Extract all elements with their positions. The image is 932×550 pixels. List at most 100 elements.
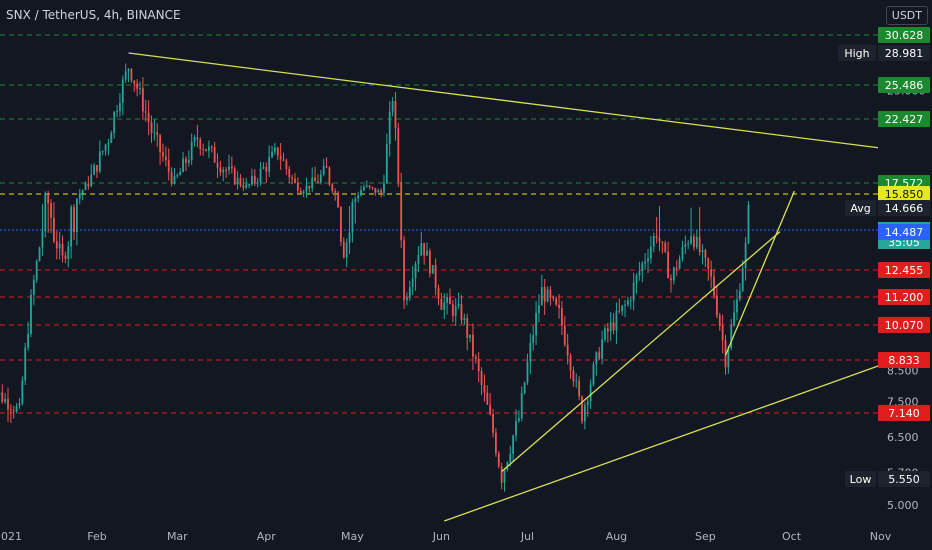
- x-tick-label: Feb: [87, 530, 106, 543]
- candle-body: [388, 111, 391, 144]
- candle-body: [586, 401, 589, 406]
- trendline: [501, 231, 781, 472]
- candle-body: [601, 339, 603, 359]
- candle-body: [664, 242, 667, 252]
- price-axis: 5.0005.7006.5007.5008.50022.50025.00030.…: [838, 0, 932, 550]
- candle-body: [543, 286, 546, 302]
- candle-body: [119, 103, 121, 112]
- candle-body: [319, 174, 322, 183]
- candle-body: [18, 403, 21, 407]
- trendlines: [128, 52, 884, 522]
- price-level-badge: [878, 186, 930, 202]
- symbol-label: SNX / TetherUS, 4h, BINANCE: [6, 8, 181, 22]
- time-axis: 2021 Feb Mar Apr May Jun Jul Aug Sep Oct Nov: [0, 522, 892, 550]
- candle-body: [615, 310, 618, 331]
- price-level-label: 30.628: [885, 29, 924, 42]
- candle-body: [55, 241, 58, 249]
- candle-body: [566, 344, 569, 356]
- candle-body: [133, 80, 136, 84]
- candle-body: [259, 168, 262, 183]
- candle-body: [222, 169, 225, 173]
- candle-body: [492, 414, 494, 433]
- candle-body: [647, 258, 649, 262]
- price-level-label: 12.455: [885, 264, 924, 277]
- candle-body: [325, 166, 328, 168]
- candle-body: [362, 186, 365, 191]
- price-level-badge: [878, 262, 930, 278]
- price-level-badge: [878, 317, 930, 333]
- marker-tag-bg: [838, 45, 876, 61]
- candle-body: [38, 247, 41, 261]
- candle-body: [440, 298, 443, 310]
- candle-body: [457, 303, 460, 307]
- candle-body: [715, 295, 718, 316]
- x-tick-label: Aug: [606, 530, 627, 543]
- marker-low-badge: [878, 471, 930, 487]
- candle-body: [374, 187, 377, 193]
- candle-body: [32, 280, 35, 295]
- candle-body: [101, 151, 104, 153]
- price-level-badge: [878, 289, 930, 305]
- x-tick-label: Mar: [167, 530, 188, 543]
- candle-body: [629, 300, 632, 302]
- price-level-label: 7.140: [888, 407, 920, 420]
- currency-badge[interactable]: USDT: [885, 6, 928, 25]
- candle-body: [520, 392, 523, 419]
- candle-body: [196, 137, 199, 140]
- candle-body: [104, 144, 107, 152]
- candle-body: [529, 342, 532, 362]
- candle-body: [15, 406, 18, 412]
- trendline: [444, 363, 884, 522]
- y-tick-label: 6.500: [887, 431, 919, 444]
- candle-body: [282, 159, 285, 161]
- candle-body: [512, 435, 515, 454]
- candle-body: [276, 147, 279, 156]
- candle-body: [265, 167, 268, 172]
- candle-body: [78, 193, 81, 199]
- candle-body: [701, 250, 704, 253]
- candle-body: [727, 347, 730, 368]
- time-axis-background: [0, 522, 878, 550]
- candle-body: [24, 347, 27, 381]
- candle-body: [426, 250, 428, 256]
- candle-body: [185, 158, 187, 163]
- price-level-badge: [878, 352, 930, 368]
- candle-body: [535, 312, 537, 336]
- candle-body: [251, 175, 253, 185]
- candle-body: [446, 297, 449, 303]
- candle-body: [672, 267, 675, 281]
- candle-body: [486, 392, 489, 405]
- candle-body: [179, 171, 182, 176]
- candle-body: [110, 132, 113, 144]
- candle-body: [130, 69, 133, 81]
- candle-body: [578, 380, 581, 397]
- candle-body: [383, 183, 385, 194]
- candles: [0, 63, 750, 492]
- candle-body: [406, 297, 408, 301]
- candle-body: [354, 198, 357, 202]
- candle-body: [431, 265, 434, 274]
- candle-body: [463, 317, 466, 321]
- candle-body: [81, 190, 84, 194]
- price-level-label: 8.833: [888, 354, 920, 367]
- candle-body: [210, 146, 213, 148]
- candle-body: [460, 303, 463, 321]
- candle-body: [262, 167, 265, 169]
- marker-tag-bg: [845, 471, 876, 487]
- marker-tag: Avg: [850, 202, 870, 215]
- candle-body: [30, 294, 32, 334]
- candle-body: [182, 158, 184, 172]
- candle-body: [233, 168, 236, 185]
- candle-body: [497, 453, 500, 467]
- candle-body: [489, 404, 492, 415]
- candle-body: [644, 261, 647, 264]
- candle-body: [495, 432, 497, 454]
- candle-body: [311, 177, 314, 189]
- candle-body: [443, 302, 446, 310]
- candle-body: [248, 184, 250, 186]
- candle-body: [670, 278, 672, 281]
- candle-body: [162, 152, 164, 157]
- candle-body: [736, 299, 738, 313]
